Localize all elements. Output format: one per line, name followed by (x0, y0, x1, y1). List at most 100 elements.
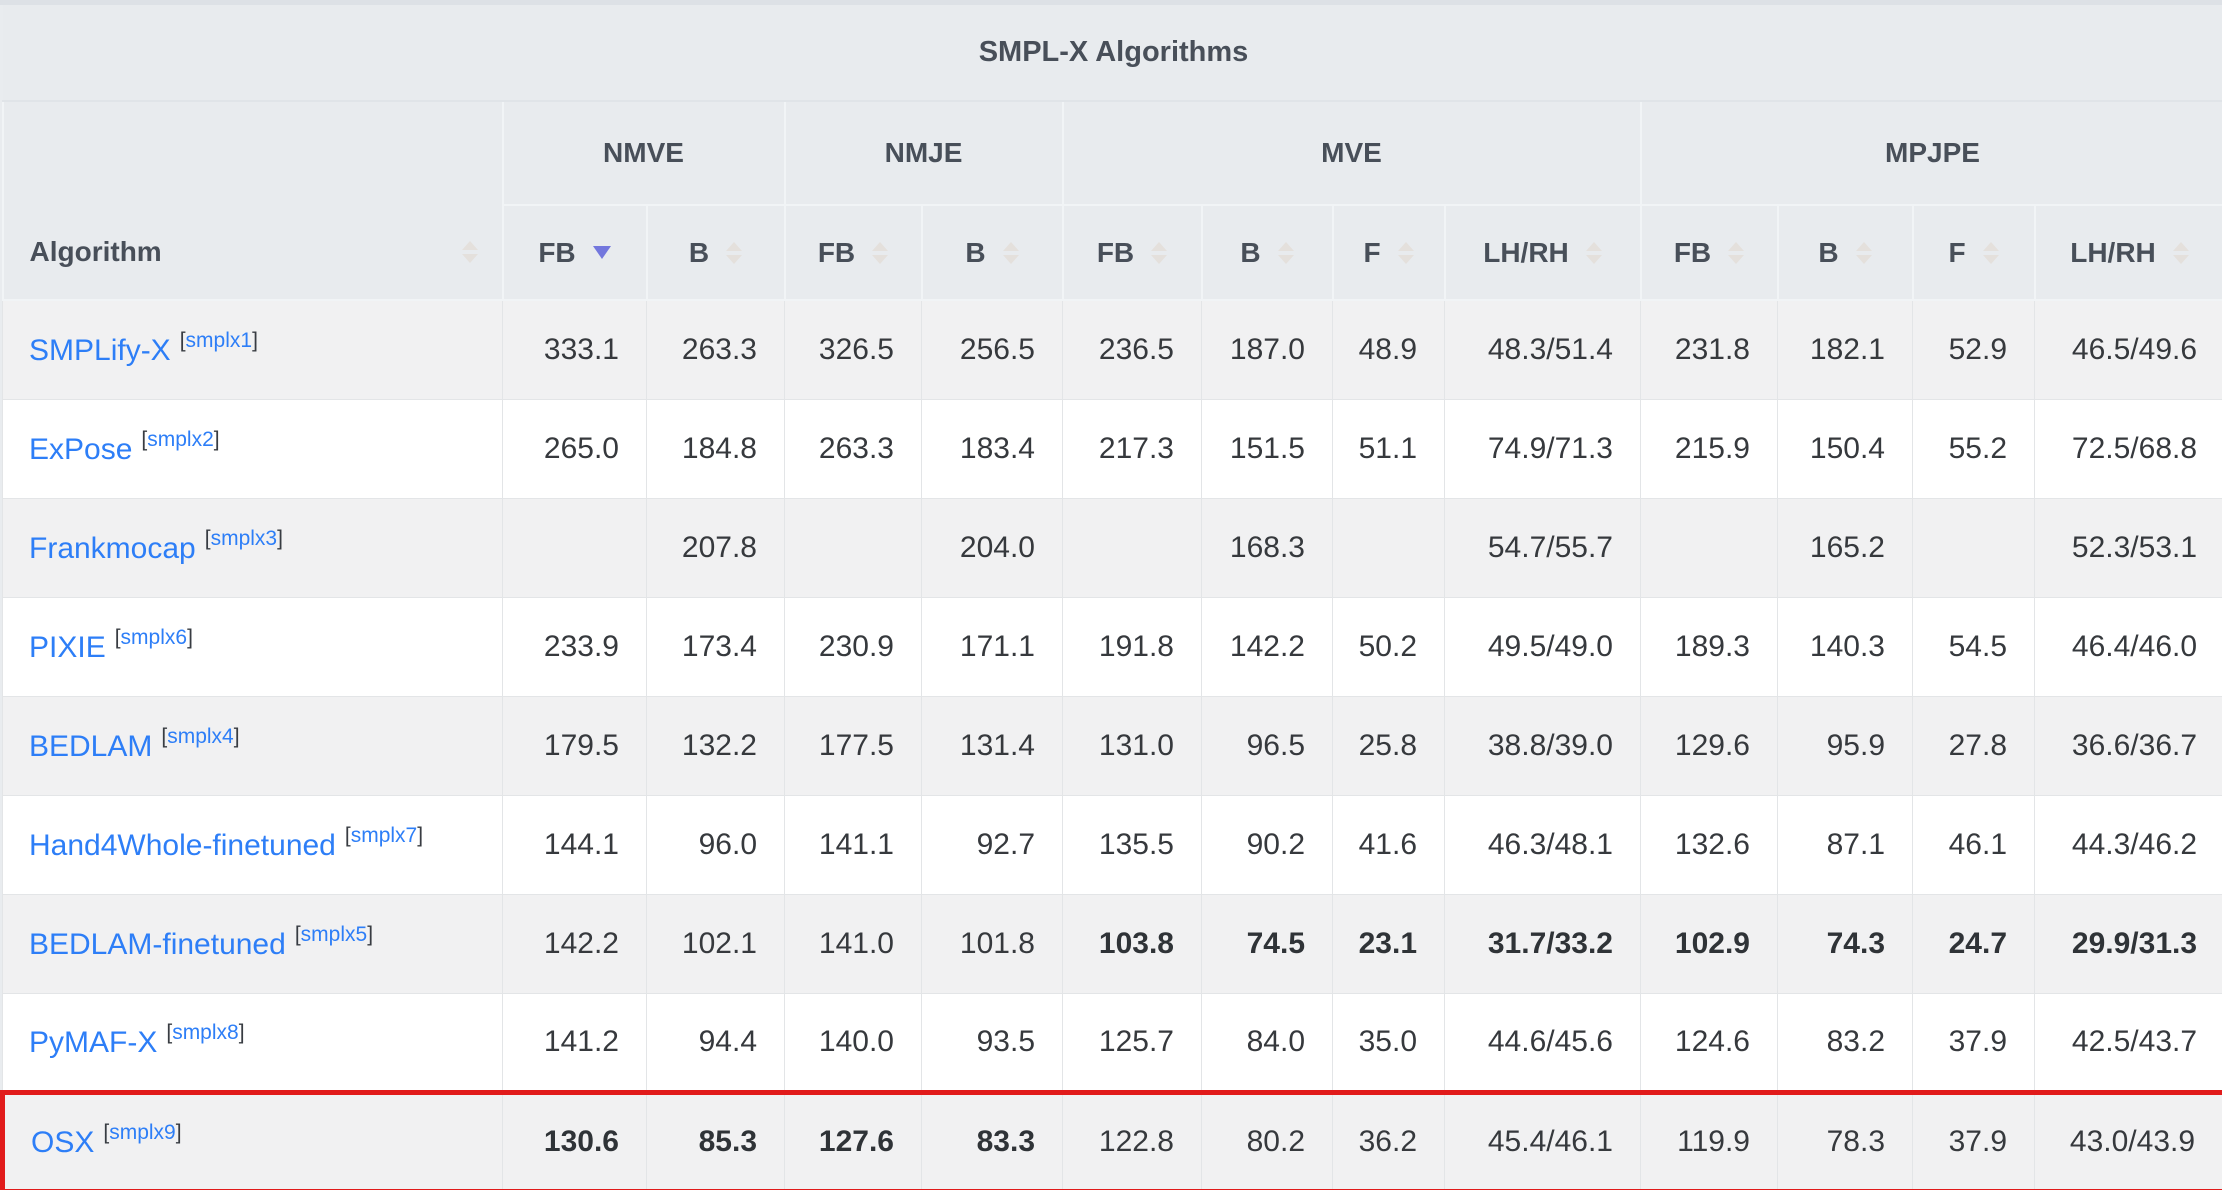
value-cell: 265.0 (502, 398, 647, 499)
algorithm-link[interactable]: Hand4Whole-finetuned (29, 829, 336, 862)
col-header-mve-lhrh[interactable]: LH/RH (1443, 204, 1642, 301)
table-row: BEDLAM-finetuned smplx5 142.2102.1141.0101… (2, 893, 2222, 994)
citation-link[interactable]: smplx2 (141, 428, 219, 451)
value-cell: 92.7 (921, 794, 1063, 895)
value-cell: 87.1 (1777, 794, 1913, 895)
value-cell: 129.6 (1640, 695, 1778, 796)
value-cell: 141.2 (502, 992, 647, 1093)
value-cell: 151.5 (1201, 398, 1333, 499)
value-cell: 54.7/55.7 (1444, 497, 1641, 598)
algorithm-link[interactable]: OSX (31, 1126, 95, 1159)
sort-icon (1585, 241, 1602, 264)
table-title: SMPL-X Algorithms (2, 5, 2222, 102)
value-cell: 184.8 (646, 398, 785, 499)
algorithm-link[interactable]: BEDLAM (29, 730, 153, 763)
citation-link[interactable]: smplx8 (166, 1021, 244, 1044)
value-cell: 74.9/71.3 (1444, 398, 1641, 499)
value-cell: 326.5 (784, 299, 922, 400)
citation-link[interactable]: smplx7 (345, 824, 423, 847)
sort-icon (461, 240, 478, 263)
table-row: ExPose smplx2 265.0184.8263.3183.4217.3151… (2, 398, 2222, 499)
value-cell: 37.9 (1912, 1089, 2035, 1190)
sort-desc-icon (592, 246, 611, 259)
value-cell (1332, 497, 1445, 598)
value-cell: 51.1 (1332, 398, 1445, 499)
value-cell: 263.3 (784, 398, 922, 499)
table-row: SMPLify-X smplx1 333.1263.3326.5256.5236.5… (2, 299, 2222, 400)
group-label: NMJE (884, 137, 963, 168)
value-cell: 29.9/31.3 (2033, 893, 2222, 994)
value-cell: 50.2 (1332, 596, 1445, 697)
value-cell: 179.5 (502, 695, 647, 796)
value-cell: 132.6 (1640, 794, 1778, 895)
col-header-mve-f[interactable]: F (1331, 204, 1446, 301)
value-cell: 141.0 (784, 893, 922, 994)
value-cell: 168.3 (1201, 497, 1333, 598)
algorithm-link[interactable]: PIXIE (29, 631, 106, 664)
value-cell: 132.2 (646, 695, 785, 796)
value-cell: 35.0 (1332, 992, 1445, 1093)
algorithm-link[interactable]: ExPose (29, 433, 133, 466)
value-cell: 141.1 (784, 794, 922, 895)
citation-link[interactable]: smplx6 (115, 626, 193, 649)
sort-icon (872, 241, 889, 264)
algorithm-link[interactable]: PyMAF-X (29, 1026, 158, 1059)
value-cell: 95.9 (1777, 695, 1913, 796)
table-row-highlighted: OSX smplx9 130.685.3127.683.3122.880.236.2… (0, 1089, 2222, 1190)
value-cell: 74.5 (1201, 893, 1333, 994)
value-cell: 187.0 (1201, 299, 1333, 400)
value-cell: 54.5 (1912, 596, 2035, 697)
col-header-mpjpe-f[interactable]: F (1911, 204, 2036, 301)
group-header-mve: MVE (1061, 100, 1642, 206)
citation-link[interactable]: smplx1 (180, 329, 258, 352)
group-label: NMVE (603, 137, 684, 168)
value-cell: 127.6 (784, 1089, 922, 1190)
citation-link[interactable]: smplx5 (295, 923, 373, 946)
value-cell: 84.0 (1201, 992, 1333, 1093)
value-cell: 124.6 (1640, 992, 1778, 1093)
value-cell: 333.1 (502, 299, 647, 400)
value-cell: 217.3 (1062, 398, 1202, 499)
value-cell: 256.5 (921, 299, 1063, 400)
value-cell: 207.8 (646, 497, 785, 598)
citation-link[interactable]: smplx4 (161, 725, 239, 748)
value-cell (1912, 497, 2035, 598)
value-cell: 183.4 (921, 398, 1063, 499)
value-cell: 46.4/46.0 (2033, 596, 2222, 697)
value-cell: 135.5 (1062, 794, 1202, 895)
sort-icon (1728, 241, 1745, 264)
value-cell (1062, 497, 1202, 598)
sort-icon (1002, 241, 1019, 264)
col-header-algorithm[interactable]: Algorithm (1, 100, 504, 301)
value-cell: 102.9 (1640, 893, 1778, 994)
value-cell: 78.3 (1777, 1089, 1913, 1190)
algorithm-cell: OSX smplx9 (0, 1089, 503, 1190)
col-header-mve-fb[interactable]: FB (1061, 204, 1203, 301)
col-header-mve-b[interactable]: B (1200, 204, 1334, 301)
algorithm-header-label: Algorithm (29, 235, 162, 267)
sort-icon (1277, 241, 1294, 264)
algorithm-link[interactable]: Frankmocap (29, 532, 196, 565)
value-cell: 140.3 (1777, 596, 1913, 697)
algorithm-link[interactable]: SMPLify-X (29, 334, 171, 368)
algorithm-link[interactable]: BEDLAM-finetuned (29, 928, 286, 961)
col-header-mpjpe-fb[interactable]: FB (1639, 204, 1779, 301)
col-header-mpjpe-lhrh[interactable]: LH/RH (2033, 204, 2222, 301)
citation-link[interactable]: smplx9 (103, 1121, 181, 1144)
col-header-nmje-fb[interactable]: FB (783, 204, 923, 301)
value-cell: 130.6 (502, 1089, 647, 1190)
value-cell: 24.7 (1912, 893, 2035, 994)
citation-link[interactable]: smplx3 (205, 527, 283, 550)
group-label: MPJPE (1885, 137, 1980, 168)
value-cell: 191.8 (1062, 596, 1202, 697)
col-header-nmve-b[interactable]: B (645, 204, 786, 301)
col-header-nmje-b[interactable]: B (920, 204, 1064, 301)
col-header-mpjpe-b[interactable]: B (1776, 204, 1914, 301)
value-cell: 85.3 (646, 1089, 785, 1190)
algorithm-cell: SMPLify-X smplx1 (2, 299, 503, 400)
value-cell: 103.8 (1062, 893, 1202, 994)
value-cell: 150.4 (1777, 398, 1913, 499)
value-cell: 171.1 (921, 596, 1063, 697)
value-cell: 263.3 (646, 299, 785, 400)
col-header-nmve-fb[interactable]: FB (501, 204, 648, 301)
